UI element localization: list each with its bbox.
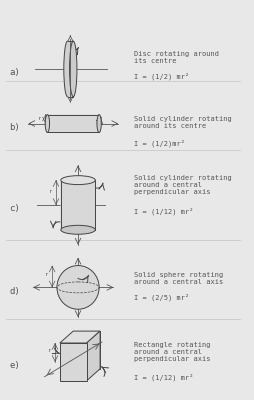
Ellipse shape	[97, 114, 101, 132]
Polygon shape	[87, 331, 100, 381]
Text: r: r	[48, 348, 51, 353]
Text: a): a)	[9, 68, 20, 77]
Text: Disc rotating around
its centre: Disc rotating around its centre	[134, 51, 219, 64]
Text: Solid cylinder rotating
around a central
perpendicular axis: Solid cylinder rotating around a central…	[134, 175, 231, 195]
Polygon shape	[60, 343, 87, 381]
Polygon shape	[60, 331, 100, 343]
Text: e): e)	[9, 361, 20, 370]
Text: I = (2/5) mr²: I = (2/5) mr²	[134, 293, 189, 301]
Text: b): b)	[9, 123, 20, 132]
FancyBboxPatch shape	[47, 114, 100, 133]
Ellipse shape	[61, 176, 95, 185]
Ellipse shape	[45, 114, 50, 132]
Text: c): c)	[9, 204, 20, 214]
Text: d): d)	[9, 287, 20, 296]
Text: r: r	[38, 116, 41, 120]
FancyBboxPatch shape	[60, 180, 96, 230]
Ellipse shape	[70, 41, 77, 97]
FancyBboxPatch shape	[67, 41, 74, 97]
Text: I = (1/2) mr²: I = (1/2) mr²	[134, 73, 189, 80]
Ellipse shape	[64, 41, 71, 97]
Polygon shape	[73, 331, 100, 369]
Text: I = (1/2)mr²: I = (1/2)mr²	[134, 140, 185, 147]
Ellipse shape	[61, 225, 95, 234]
Text: r: r	[45, 272, 48, 278]
Circle shape	[57, 266, 99, 309]
Text: I = (1/12) mr²: I = (1/12) mr²	[134, 208, 193, 216]
Text: Solid cylinder rotating
around its centre: Solid cylinder rotating around its centr…	[134, 116, 231, 128]
Text: Rectangle rotating
around a central
perpendicular axis: Rectangle rotating around a central perp…	[134, 342, 210, 362]
Text: Solid sphere rotating
around a central axis: Solid sphere rotating around a central a…	[134, 272, 223, 286]
Text: r: r	[49, 189, 52, 194]
Text: I = (1/12) mr²: I = (1/12) mr²	[134, 374, 193, 381]
